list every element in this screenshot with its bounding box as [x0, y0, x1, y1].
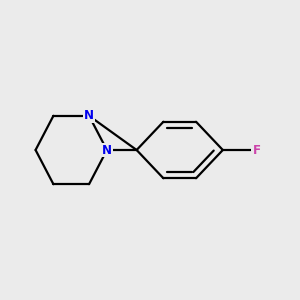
Text: F: F — [252, 143, 260, 157]
Text: N: N — [84, 109, 94, 122]
Text: N: N — [102, 143, 112, 157]
